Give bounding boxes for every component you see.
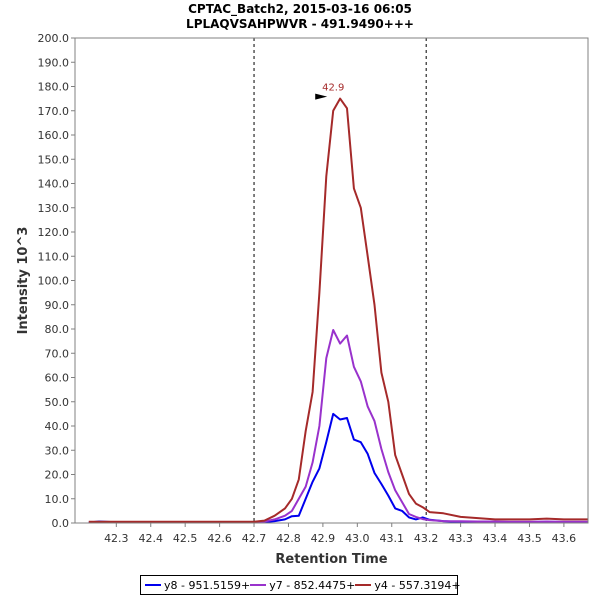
x-tick-label: 43.6 [552, 532, 577, 545]
x-tick-label: 42.7 [242, 532, 267, 545]
y-tick-label: 190.0 [38, 56, 70, 69]
legend-swatch-y4 [355, 584, 372, 586]
y-tick-label: 30.0 [45, 444, 70, 457]
x-tick-label: 42.9 [311, 532, 336, 545]
chromatogram-chart: 0.0 10.0 20.0 30.0 40.0 50.0 60.0 70.0 80.0 90.0 1… [16, 32, 589, 567]
x-tick-label: 43.5 [517, 532, 542, 545]
y-tick-label: 140.0 [38, 178, 70, 191]
y-tick-label: 60.0 [45, 372, 70, 385]
x-tick-label: 42.4 [138, 532, 163, 545]
x-tick-label: 42.8 [276, 532, 301, 545]
peak-marker [315, 93, 328, 100]
y-tick-label: 170.0 [38, 105, 70, 118]
legend-item-y4: y4 - 557.3194+ [355, 578, 461, 592]
x-tick-label: 43.1 [380, 532, 405, 545]
legend: y8 - 951.5159+ y7 - 852.4475+ y4 - 557.3… [140, 575, 461, 595]
x-tick-label: 43.2 [414, 532, 439, 545]
series-line-y7 [88, 329, 588, 524]
legend-swatch-y7 [250, 584, 267, 586]
y-tick-label: 70.0 [45, 347, 70, 360]
series-line-y8 [88, 412, 588, 524]
y-tick-label: 50.0 [45, 396, 70, 409]
y-tick-label: 0.0 [52, 517, 70, 530]
x-tick-label: 43.4 [483, 532, 508, 545]
y-axis-title: Intensity 10^3 [16, 227, 31, 335]
y-tick-label: 90.0 [45, 299, 70, 312]
x-tick-label: 42.5 [173, 532, 198, 545]
x-axis-title: Retention Time [275, 552, 387, 567]
chart-subtitle: LPLAQVSAHPWVR - 491.9490+++ [186, 17, 414, 31]
y-tick-label: 130.0 [38, 202, 70, 215]
plot-frame [74, 37, 589, 524]
x-tick-label: 42.6 [207, 532, 232, 545]
legend-label-y7: y7 - 852.4475+ [269, 578, 356, 592]
y-tick-label: 200.0 [38, 32, 70, 45]
legend-item-y8: y8 - 951.5159+ [145, 579, 250, 592]
y-tick-label: 100.0 [38, 275, 70, 288]
legend-label-y8: y8 - 951.5159+ [164, 578, 251, 592]
legend-label-y4: y4 - 557.3194+ [374, 578, 461, 592]
legend-swatch-y8 [145, 584, 161, 586]
y-tick-label: 10.0 [45, 493, 70, 506]
chart-title: CPTAC_Batch2, 2015-03-16 06:05 [188, 2, 412, 16]
y-tick-label: 160.0 [38, 129, 70, 142]
y-tick-label: 110.0 [38, 250, 70, 263]
legend-item-y7: y7 - 852.4475+ [250, 579, 355, 592]
x-tick-label: 42.3 [104, 532, 129, 545]
y-tick-label: 120.0 [38, 226, 70, 239]
y-tick-label: 40.0 [45, 420, 70, 433]
y-tick-label: 80.0 [45, 323, 70, 336]
y-tick-label: 20.0 [45, 469, 70, 482]
x-tick-label: 43.0 [345, 532, 370, 545]
y-tick-label: 150.0 [38, 153, 70, 166]
x-tick-label: 43.3 [448, 532, 473, 545]
y-tick-label: 180.0 [38, 81, 70, 94]
peak-label: 42.9 [322, 83, 344, 94]
series-line-y4 [88, 97, 588, 523]
